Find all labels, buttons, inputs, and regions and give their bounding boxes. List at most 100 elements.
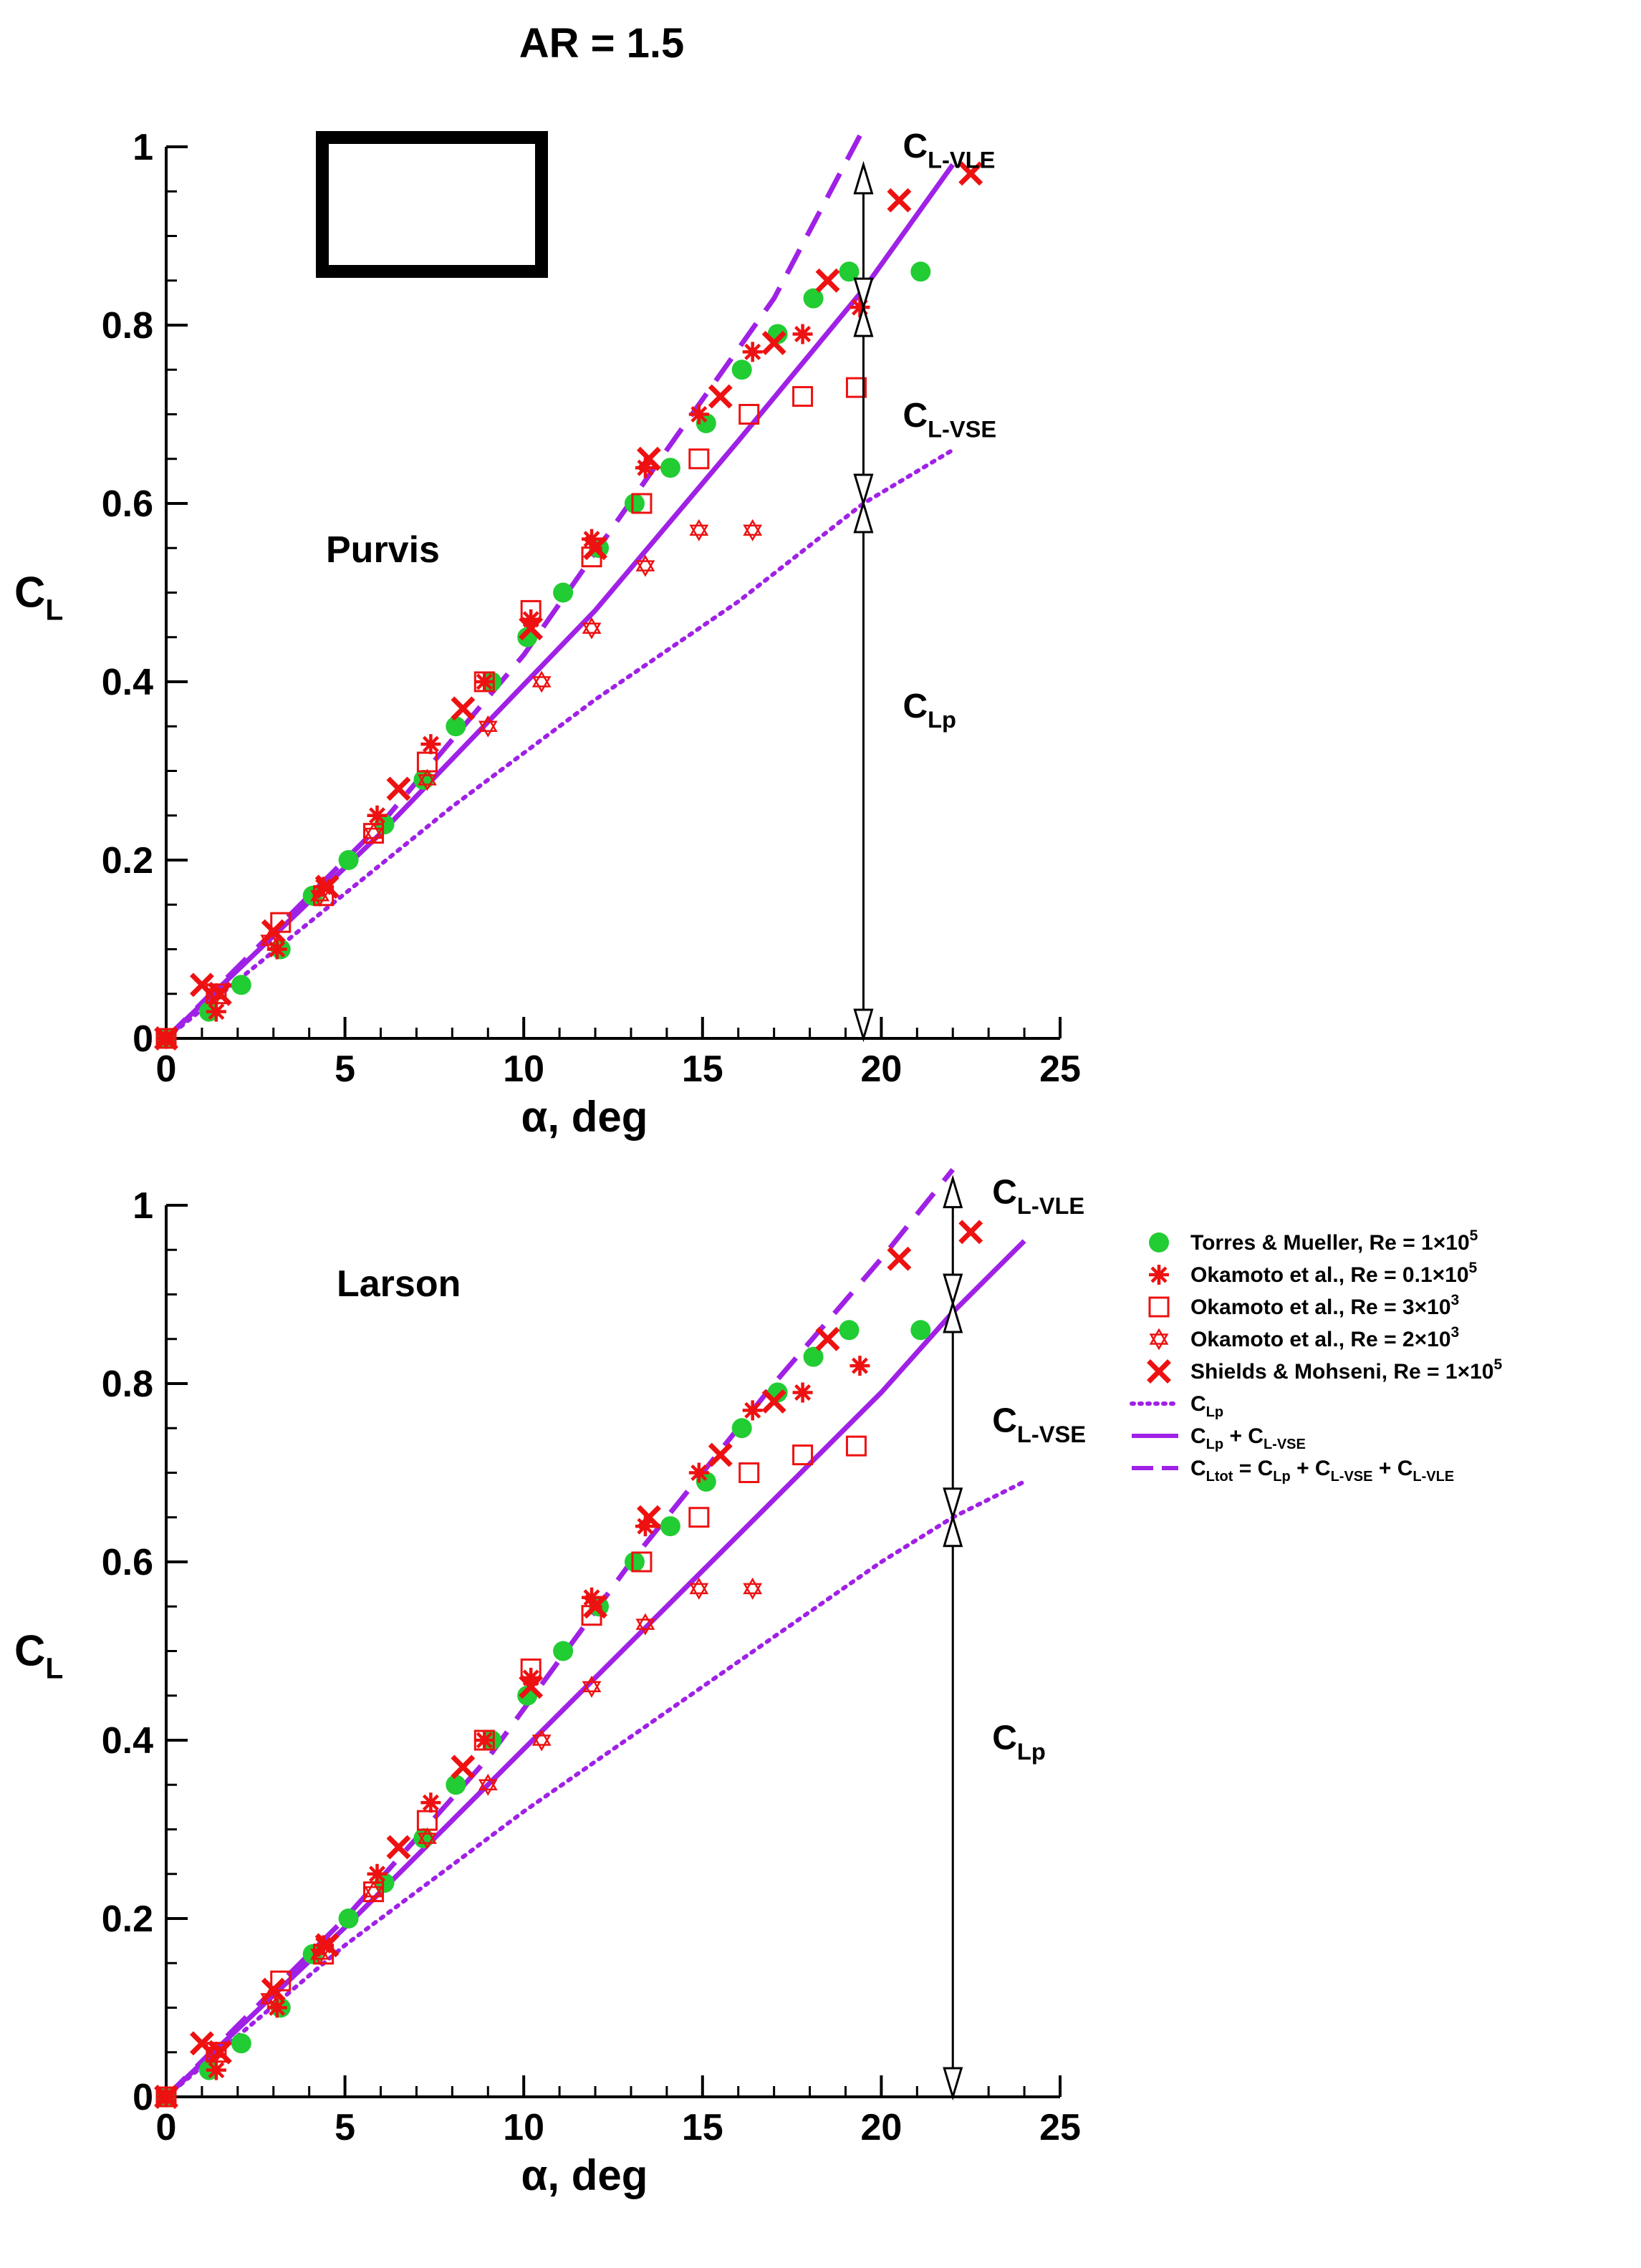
legend-text: Okamoto et al., Re = 0.1×10	[1190, 1263, 1469, 1287]
x-tick-label: 25	[1039, 1048, 1081, 1090]
legend-part: + C	[1373, 1457, 1413, 1480]
point-torres	[731, 359, 752, 380]
point-ok2	[531, 670, 552, 693]
point-torres	[839, 1320, 860, 1341]
legend-symbol-torres	[1149, 1232, 1169, 1253]
point-ok2	[364, 1881, 383, 1903]
legend-label-ok2: Okamoto et al., Re = 2×103	[1190, 1324, 1459, 1351]
point-ok01	[688, 1462, 709, 1483]
legend-part: C	[1190, 1457, 1206, 1480]
annot-cl-vle: CL-VLE	[992, 1174, 1084, 1219]
point-ok2	[635, 554, 655, 577]
point-shields	[815, 1326, 840, 1351]
annot-cl-vse-sub: L-VSE	[928, 415, 996, 442]
arrow-vle-head-top	[853, 160, 874, 195]
point-shields	[451, 696, 476, 721]
point-torres	[231, 2033, 251, 2054]
arrow-clp-head-bottom	[943, 2067, 963, 2101]
y-axis-title-main: C	[14, 569, 45, 617]
point-ok3	[792, 386, 814, 407]
point-ok3	[738, 404, 760, 425]
point-ok01	[635, 458, 655, 478]
annotation-arrows	[943, 1174, 963, 2101]
point-shields	[314, 1933, 340, 1958]
y-tick-label: 0.8	[102, 305, 153, 347]
annot-cl-vle-sub: L-VLE	[1017, 1192, 1084, 1219]
point-ok01	[635, 1516, 655, 1537]
y-axis-title-sub: L	[45, 1652, 63, 1685]
point-torres	[624, 493, 645, 513]
point-ok2	[582, 1675, 602, 1698]
annot-cl-vse: CL-VSE	[903, 397, 996, 442]
series-ok2	[156, 518, 763, 1050]
legend-label-ok3: Okamoto et al., Re = 3×103	[1190, 1292, 1459, 1319]
point-shields	[261, 919, 286, 944]
point-torres	[231, 975, 251, 995]
point-torres	[446, 1775, 466, 1795]
point-ok01	[266, 1997, 287, 2018]
point-ok01	[792, 1382, 813, 1403]
y-axis-title-sub: L	[45, 594, 63, 627]
annot-cl-vle-sub: L-VLE	[928, 146, 995, 173]
annot-cl-vse: CL-VSE	[992, 1401, 1086, 1447]
arrow-vle-head-bottom	[853, 277, 874, 312]
point-ok3	[631, 1551, 653, 1573]
point-ok3	[270, 912, 292, 933]
annot-cl-vse-sub: L-VSE	[1017, 1421, 1086, 1447]
point-torres	[338, 1909, 359, 1929]
annot-cl-p: CLp	[992, 1719, 1046, 1764]
point-ok2	[689, 518, 709, 541]
series-shields	[154, 1220, 983, 2109]
y-tick-label: 1	[133, 1185, 153, 1227]
series-shields	[154, 161, 983, 1051]
point-ok2	[743, 518, 763, 541]
point-shields	[451, 1755, 476, 1780]
point-ok3	[416, 751, 438, 773]
panel-title: Larson	[337, 1263, 461, 1305]
point-shields	[314, 874, 340, 899]
point-shields	[815, 268, 840, 293]
point-shields	[636, 446, 661, 471]
point-shields	[958, 161, 983, 186]
point-shields	[207, 2040, 232, 2065]
point-ok01	[742, 1400, 763, 1421]
point-ok2	[531, 1729, 552, 1752]
point-ok01	[850, 297, 870, 318]
legend-text: C	[1190, 1392, 1206, 1416]
point-shields	[386, 1835, 411, 1860]
arrow-vse-head-bottom	[853, 473, 874, 508]
point-shields	[636, 1505, 661, 1530]
legend-sup: 5	[1470, 1227, 1478, 1244]
point-ok3	[473, 671, 495, 693]
y-axis-title: CL	[14, 1627, 63, 1685]
point-ok3	[473, 1729, 495, 1751]
arrow-vse-head-bottom	[943, 1487, 963, 1521]
arrow-vle-head-top	[943, 1174, 963, 1209]
point-torres	[413, 1828, 434, 1848]
point-shields	[887, 1246, 912, 1271]
y-axis-title: CL	[14, 569, 63, 627]
legend-sup: 5	[1494, 1356, 1503, 1373]
x-tick-label: 5	[335, 2107, 355, 2148]
point-torres	[338, 850, 359, 870]
legend-part: + C	[1291, 1457, 1331, 1480]
point-ok01	[688, 404, 709, 425]
y-tick-label: 0.8	[102, 1364, 153, 1405]
annot-cl-p-main: C	[903, 687, 928, 725]
arrow-clp-head-bottom	[853, 1008, 874, 1043]
point-shields	[761, 330, 786, 355]
x-tick-label: 20	[860, 2107, 902, 2148]
point-shields	[583, 1594, 607, 1619]
annot-cl-vle-main: C	[903, 127, 928, 165]
point-torres	[553, 1641, 574, 1661]
annot-cl-vle: CL-VLE	[903, 127, 995, 173]
x-tick-label: 10	[503, 2107, 544, 2148]
y-axis-title-main: C	[14, 1627, 45, 1675]
point-torres	[803, 1346, 824, 1367]
x-axis-title: α, deg	[521, 2151, 648, 2199]
legend-part: C	[1190, 1424, 1206, 1448]
